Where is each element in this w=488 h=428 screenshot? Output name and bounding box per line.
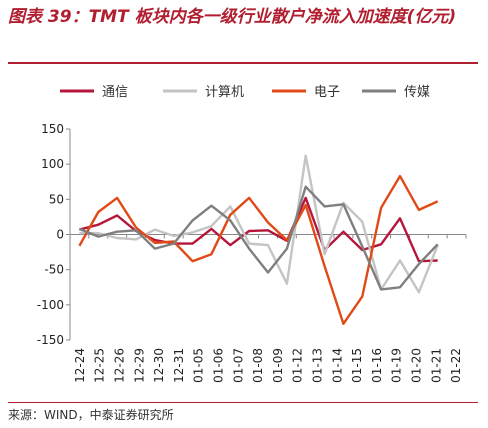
- series-line-2: [79, 154, 439, 294]
- y-tick-label-6: 100: [41, 157, 64, 171]
- legend-label-1: 通信: [102, 85, 128, 100]
- x-tick-label-19: 01-21: [429, 348, 443, 383]
- footer-divider: [8, 402, 478, 403]
- x-tick-label-17: 01-19: [390, 348, 404, 383]
- source-note: 来源：WIND，中泰证券研究所: [8, 408, 174, 422]
- y-tick-label-2: -100: [37, 298, 64, 312]
- series-line-3: [78, 174, 439, 326]
- y-tick-label-1: -150: [37, 333, 64, 347]
- x-tick-label-15: 01-15: [350, 348, 364, 383]
- x-tick-label-7: 01-05: [192, 348, 206, 383]
- x-tick-label-11: 01-09: [271, 348, 285, 383]
- series-line-4: [78, 185, 439, 291]
- legend-label-3: 电子: [314, 85, 340, 100]
- legend-label-2: 计算机: [205, 85, 244, 100]
- x-tick-label-13: 01-13: [311, 348, 325, 383]
- x-tick-label-1: 12-24: [73, 348, 87, 383]
- x-tick-label-16: 01-16: [370, 348, 384, 383]
- y-tick-label-4: 0: [56, 228, 64, 242]
- x-tick-label-4: 12-29: [132, 348, 146, 383]
- title-divider: [8, 62, 478, 64]
- x-tick-label-8: 01-06: [212, 348, 226, 383]
- x-tick-label-3: 12-26: [113, 348, 127, 383]
- chart-title: 图表 39：TMT 板块内各一级行业散户净流入加速度(亿元): [8, 7, 457, 27]
- x-tick-label-9: 01-07: [231, 348, 245, 383]
- x-tick-label-18: 01-20: [410, 348, 424, 383]
- y-tick-label-5: 50: [49, 192, 64, 206]
- x-tick-label-2: 12-25: [93, 348, 107, 383]
- x-tick-label-6: 12-31: [172, 348, 186, 383]
- x-tick-label-10: 01-08: [251, 348, 265, 383]
- legend-label-4: 传媒: [404, 85, 430, 100]
- x-tick-label-20: 01-22: [449, 348, 463, 383]
- line-chart: 通信 计算机 电子 传媒 -150 -100 -50 0 50 100 150 12-24 12-25 1…: [37, 85, 467, 383]
- x-tick-label-14: 01-14: [330, 348, 344, 383]
- y-tick-label-7: 150: [41, 122, 64, 136]
- x-tick-label-5: 12-30: [152, 348, 166, 383]
- x-tick-label-12: 01-12: [291, 348, 305, 383]
- y-tick-label-3: -50: [44, 263, 64, 277]
